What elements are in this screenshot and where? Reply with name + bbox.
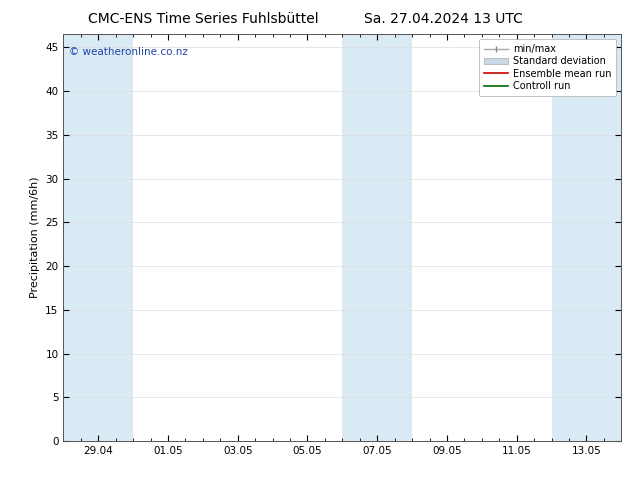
Text: © weatheronline.co.nz: © weatheronline.co.nz: [69, 47, 188, 56]
Text: CMC-ENS Time Series Fuhlsbüttel: CMC-ENS Time Series Fuhlsbüttel: [87, 12, 318, 26]
Bar: [342, 34, 412, 441]
Text: Sa. 27.04.2024 13 UTC: Sa. 27.04.2024 13 UTC: [365, 12, 523, 26]
Y-axis label: Precipitation (mm/6h): Precipitation (mm/6h): [30, 177, 40, 298]
Bar: [63, 34, 133, 441]
Bar: [552, 34, 621, 441]
Legend: min/max, Standard deviation, Ensemble mean run, Controll run: min/max, Standard deviation, Ensemble me…: [479, 39, 616, 96]
